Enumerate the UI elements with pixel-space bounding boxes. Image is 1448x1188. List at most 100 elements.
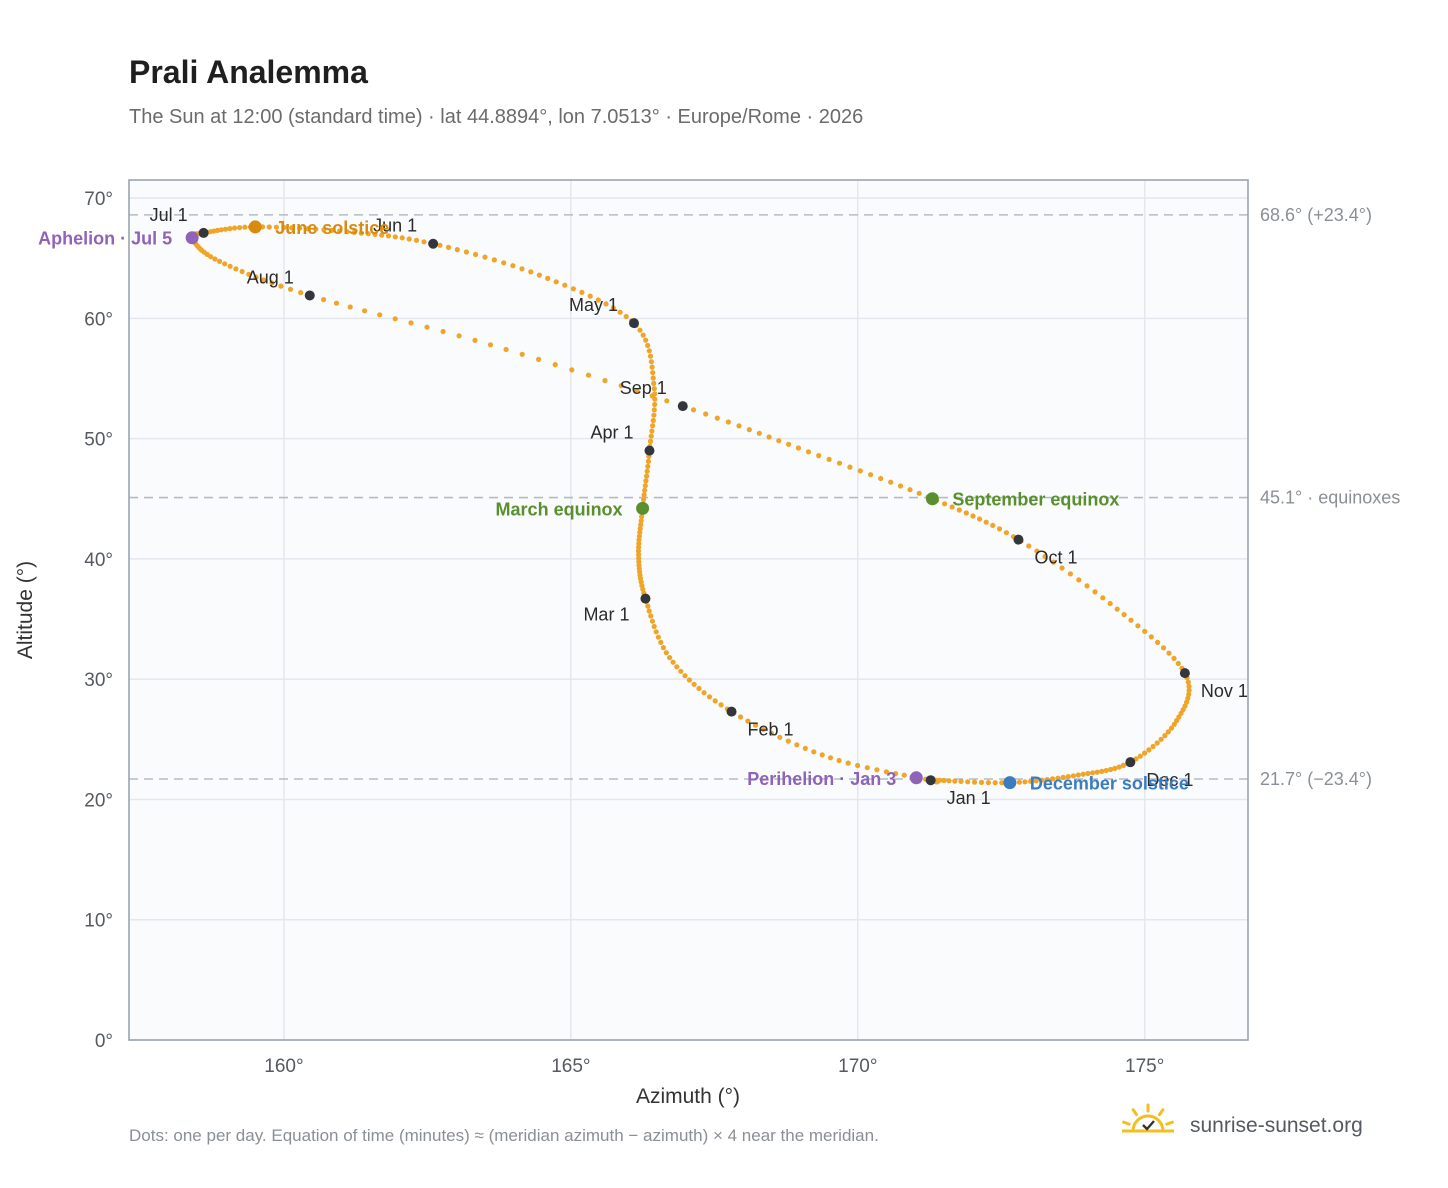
daily-sun-dot [278, 283, 284, 289]
daily-sun-dot [670, 659, 676, 665]
event-marker [248, 220, 262, 234]
daily-sun-dot [1065, 774, 1071, 780]
daily-sun-dot [958, 778, 964, 785]
daily-sun-dot [454, 247, 460, 253]
daily-sun-dot [1094, 769, 1100, 775]
daily-sun-dot [437, 242, 443, 248]
daily-sun-dot [907, 487, 913, 493]
daily-sun-dot [1067, 571, 1073, 577]
daily-sun-dot [1044, 777, 1050, 783]
daily-sun-dot [644, 468, 650, 474]
daily-sun-dot [456, 333, 462, 339]
month-label: Sep 1 [620, 378, 667, 398]
daily-sun-dot [883, 769, 890, 775]
daily-sun-dot [816, 453, 822, 459]
daily-sun-dot [1092, 589, 1098, 595]
daily-sun-dot [651, 407, 657, 413]
daily-sun-dot [1155, 639, 1161, 646]
daily-sun-dot [585, 372, 592, 378]
month-label: Aug 1 [247, 267, 294, 287]
y-tick-label: 0° [95, 1031, 113, 1052]
brand-name: sunrise-sunset.org [1190, 1114, 1363, 1137]
daily-sun-dot [1055, 775, 1061, 781]
daily-sun-dot [647, 438, 654, 444]
daily-sun-dot [491, 257, 497, 263]
daily-sun-dot [718, 702, 724, 708]
daily-sun-dot [738, 714, 744, 720]
daily-sun-dot [406, 236, 412, 242]
footnote: Dots: one per day. Equation of time (min… [129, 1126, 879, 1145]
daily-sun-dot [218, 227, 224, 233]
daily-sun-dot [651, 412, 657, 418]
daily-sun-dot [287, 286, 294, 292]
daily-sun-dot [888, 479, 894, 485]
daily-sun-dot [1165, 729, 1171, 735]
daily-sun-dot [463, 249, 469, 255]
daily-sun-dot [1148, 634, 1154, 640]
daily-sun-dot [536, 356, 542, 362]
sun-ray [1131, 1108, 1139, 1117]
daily-sun-dot [639, 514, 645, 520]
daily-sun-dot [648, 613, 654, 619]
daily-sun-dot [379, 232, 385, 238]
sun-ray [1165, 1120, 1174, 1126]
daily-sun-dot [392, 316, 398, 322]
daily-sun-dot [408, 320, 414, 326]
daily-sun-dot [777, 734, 783, 740]
daily-sun-dot [678, 668, 684, 674]
daily-sun-dot [811, 749, 817, 755]
daily-sun-dot [653, 629, 659, 635]
daily-sun-dot [1168, 725, 1175, 731]
month-label: Nov 1 [1201, 681, 1248, 701]
daily-sun-dot [1099, 768, 1105, 775]
event-marker [185, 231, 199, 245]
month-marker [644, 445, 655, 456]
event-marker [909, 771, 923, 785]
daily-sun-dot [227, 226, 233, 232]
y-axis-label: Altitude (°) [14, 561, 37, 659]
daily-sun-dot [344, 229, 350, 235]
daily-sun-dot [664, 398, 670, 404]
daily-sun-dot [1026, 543, 1032, 549]
y-tick-label: 50° [84, 430, 113, 451]
event-label: December solstice [1030, 774, 1189, 794]
daily-sun-dot [725, 419, 732, 425]
daily-sun-dot [952, 778, 958, 784]
month-marker [628, 318, 639, 329]
daily-sun-dot [643, 337, 649, 343]
daily-sun-dot [802, 745, 808, 752]
daily-sun-dot [579, 289, 585, 295]
month-label: Dec 1 [1146, 770, 1193, 790]
event-label: June solstice [275, 218, 389, 238]
daily-sun-dot [746, 427, 752, 433]
daily-sun-dot [736, 423, 742, 429]
daily-sun-dot [1186, 687, 1192, 694]
daily-sun-dot [660, 645, 667, 651]
month-marker [1125, 757, 1136, 768]
daily-sun-dot [651, 380, 657, 386]
daily-sun-dot [1022, 779, 1028, 785]
daily-sun-dot [610, 305, 616, 311]
daily-sun-dot [1042, 553, 1048, 560]
daily-sun-dot [321, 227, 327, 233]
daily-sun-dot [333, 300, 340, 306]
daily-sun-dot [696, 685, 702, 692]
daily-sun-dot [638, 518, 644, 524]
daily-sun-dot [1060, 774, 1066, 781]
daily-sun-dot [1059, 565, 1065, 571]
event-label: Aphelion · Jul 5 [38, 229, 172, 249]
month-label: Mar 1 [583, 605, 629, 625]
daily-sun-dot [956, 507, 962, 513]
daily-sun-dot [487, 342, 494, 348]
daily-sun-dot [674, 664, 680, 670]
month-marker [198, 227, 209, 238]
daily-sun-dot [337, 228, 343, 234]
daily-sun-dot [305, 226, 311, 232]
daily-sun-dot [536, 272, 543, 278]
month-marker [640, 593, 651, 604]
daily-sun-dot [440, 328, 446, 335]
daily-sun-dot [970, 513, 976, 519]
daily-sun-dot [1150, 743, 1156, 750]
daily-sun-dot [1108, 766, 1114, 773]
plot-area: 160° 165° 170° 175° 0° 10° 20° 30° 40° 50° 60° 70° 6… [38, 179, 1400, 1077]
